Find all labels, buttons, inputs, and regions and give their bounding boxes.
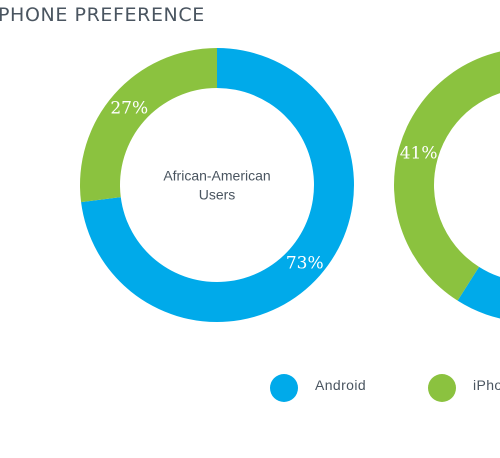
donut-0-value-label-android: 73% <box>286 253 324 273</box>
donut-1-value-label-iphone: 41% <box>400 143 438 163</box>
donut-0-center-label: African-American <box>163 168 270 184</box>
legend-item-iphone: iPho <box>428 374 500 402</box>
page-title: PHONE PREFERENCE <box>0 4 205 26</box>
donut-0-center-label: Users <box>199 187 236 203</box>
legend-label-iphone: iPho <box>473 377 500 393</box>
donut-0-slice-android <box>81 48 354 322</box>
legend-item-android: Android <box>270 374 366 402</box>
legend-label-android: Android <box>315 377 367 393</box>
donut-0-slice-iphone <box>80 48 217 203</box>
donut-1-slice-android <box>457 266 500 319</box>
donut-1-slice-iphone <box>394 51 500 301</box>
android-swatch <box>270 374 298 402</box>
iphone-swatch <box>428 374 456 402</box>
donut-0-value-label-iphone: 27% <box>110 99 148 119</box>
